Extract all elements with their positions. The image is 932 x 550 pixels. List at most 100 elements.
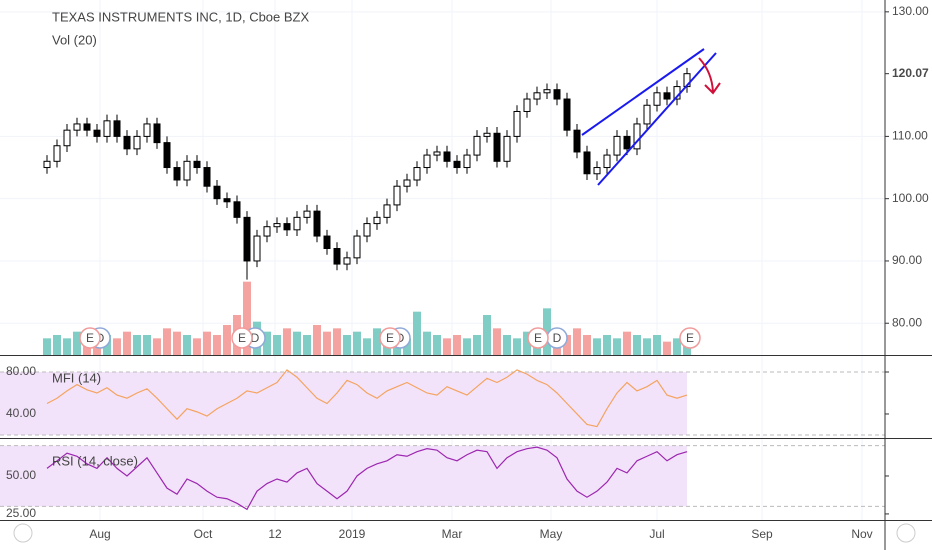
y-tick-label: 40.00 xyxy=(6,406,36,420)
volume-bar xyxy=(473,335,481,355)
volume-bar xyxy=(193,338,201,355)
earnings-marker xyxy=(379,327,401,349)
candle-body xyxy=(623,135,631,150)
arrow-annotation xyxy=(698,57,721,95)
candle-body xyxy=(103,120,111,137)
candle-body xyxy=(393,185,401,206)
candle-body xyxy=(123,135,131,150)
volume-bar xyxy=(643,338,651,355)
candle-body xyxy=(453,160,461,169)
candle-body xyxy=(193,160,201,169)
candle-body xyxy=(533,92,541,100)
chart-title: TEXAS INSTRUMENTS INC, 1D, Cboe BZX xyxy=(52,9,309,24)
candle-body xyxy=(573,129,581,153)
candle-body xyxy=(93,129,101,137)
candle-body xyxy=(233,201,241,218)
candle-body xyxy=(203,167,211,187)
volume-bar xyxy=(343,335,351,355)
x-tick-label: Oct xyxy=(194,527,213,541)
candle-body xyxy=(663,92,671,100)
volume-bar xyxy=(43,338,51,355)
y-tick-label: 25.00 xyxy=(6,506,36,520)
timezone-button[interactable] xyxy=(13,523,33,543)
volume-bar xyxy=(493,328,501,355)
candle-body xyxy=(63,129,71,147)
candle-body xyxy=(113,120,121,137)
volume-bar xyxy=(63,338,71,355)
dividend-label: D xyxy=(251,331,260,345)
x-tick-label: Jul xyxy=(649,527,664,541)
volume-bar xyxy=(133,335,141,355)
candle-body xyxy=(253,235,261,262)
y-tick-label: 110.00 xyxy=(892,129,928,143)
mfi-title: MFI (14) xyxy=(52,370,101,385)
y-tick-label: 90.00 xyxy=(892,253,922,267)
candle-body xyxy=(153,123,161,144)
candle-body xyxy=(343,257,351,265)
volume-bar xyxy=(623,331,631,355)
volume-bar xyxy=(263,331,271,355)
candle-body xyxy=(543,89,551,94)
candle-body xyxy=(213,185,221,200)
volume-bar xyxy=(73,331,81,355)
volume-bar xyxy=(433,335,441,355)
volume-title: Vol (20) xyxy=(52,32,97,47)
candle-body xyxy=(493,132,501,162)
volume-bar xyxy=(283,328,291,355)
earnings-marker xyxy=(527,327,549,349)
candle-body xyxy=(593,167,601,175)
volume-bar xyxy=(143,335,151,355)
volume-bar xyxy=(603,335,611,355)
volume-bar xyxy=(513,338,521,355)
candle-body xyxy=(333,248,341,265)
volume-bar xyxy=(483,315,491,355)
y-tick-label: 100.00 xyxy=(892,191,929,205)
candle-body xyxy=(143,123,151,137)
volume-bar xyxy=(593,338,601,355)
candle-body xyxy=(273,223,281,228)
earnings-marker xyxy=(679,327,701,349)
volume-bar xyxy=(543,308,551,355)
x-tick-label: 2019 xyxy=(339,527,366,541)
volume-bar xyxy=(223,325,231,355)
earnings-label: E xyxy=(386,331,394,345)
volume-bar xyxy=(293,331,301,355)
volume-bar xyxy=(403,338,411,355)
dividend-label: D xyxy=(553,331,562,345)
candle-body xyxy=(643,104,651,125)
candle-body xyxy=(283,223,291,231)
auto-scale-button[interactable] xyxy=(896,523,916,543)
volume-bar xyxy=(503,335,511,355)
x-tick-label: Mar xyxy=(442,527,463,541)
volume-bar xyxy=(453,335,461,355)
volume-bar xyxy=(313,325,321,355)
y-tick-label: 50.00 xyxy=(6,468,36,482)
earnings-marker xyxy=(231,327,253,349)
volume-bar xyxy=(443,338,451,355)
candle-body xyxy=(563,98,571,131)
x-tick-label: Nov xyxy=(851,527,872,541)
volume-bar xyxy=(53,335,61,355)
last-price-label: 120.07 xyxy=(892,66,929,80)
candle-body xyxy=(223,198,231,203)
candle-body xyxy=(383,204,391,218)
volume-bar xyxy=(183,335,191,355)
volume-bar xyxy=(583,335,591,355)
candle-body xyxy=(583,151,591,175)
volume-bar xyxy=(323,331,331,355)
candle-body xyxy=(413,167,421,181)
candle-body xyxy=(133,135,141,150)
candle-body xyxy=(323,235,331,249)
volume-bar xyxy=(563,335,571,355)
candle-body xyxy=(53,145,61,162)
volume-bar xyxy=(613,338,621,355)
volume-bar xyxy=(663,341,671,355)
volume-bar xyxy=(333,328,341,355)
candle-body xyxy=(173,167,181,181)
candle-body xyxy=(293,216,301,231)
trend-line xyxy=(597,52,717,186)
candle-body xyxy=(653,92,661,106)
y-tick-label: 130.00 xyxy=(892,4,929,18)
earnings-label: E xyxy=(86,331,94,345)
